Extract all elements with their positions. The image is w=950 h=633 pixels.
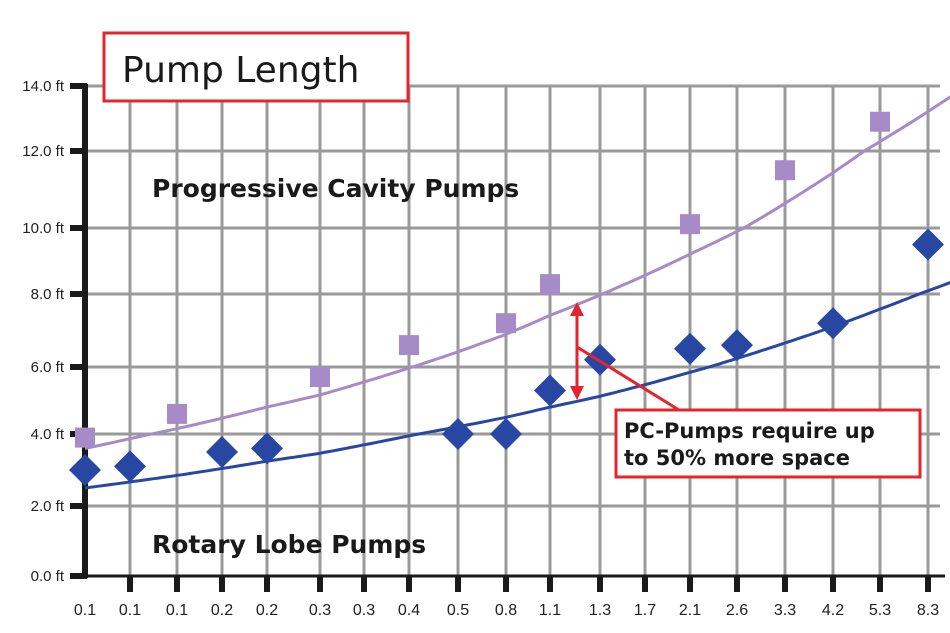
x-tick-label: 1.1 — [539, 602, 561, 619]
trend-line-progressive-cavity — [84, 95, 950, 450]
x-tick-label: 0.1 — [74, 602, 96, 619]
y-tick-label: 8.0 ft — [31, 286, 65, 303]
x-tick-label: 0.2 — [211, 602, 233, 619]
data-point-progressive-cavity — [310, 367, 330, 388]
x-tick-label: 2.1 — [679, 602, 701, 619]
grid — [85, 84, 940, 576]
data-point-rotary-lobe — [721, 329, 753, 362]
data-point-progressive-cavity — [870, 111, 890, 132]
x-tick-label: 5.3 — [869, 602, 891, 619]
data-point-progressive-cavity — [167, 403, 187, 424]
x-tick-label: 4.2 — [822, 602, 844, 619]
series-label-progressive-cavity: Progressive Cavity Pumps — [152, 174, 519, 203]
data-point-rotary-lobe — [534, 374, 566, 407]
y-tick-label: 14.0 ft — [22, 78, 65, 95]
x-tick-label: 1.3 — [589, 602, 611, 619]
y-tick-label: 6.0 ft — [31, 359, 65, 376]
series-label-rotary-lobe: Rotary Lobe Pumps — [152, 530, 426, 559]
arrow-down-icon — [570, 386, 584, 400]
data-point-progressive-cavity — [775, 160, 795, 181]
axes: 0.0 ft 2.0 ft 4.0 ft 6.0 ft 8.0 ft 10.0 ft 12.… — [22, 78, 945, 619]
y-tick-label: 2.0 ft — [31, 498, 65, 515]
x-tick-label: 3.3 — [774, 602, 796, 619]
data-point-rotary-lobe — [442, 418, 474, 450]
trend-line-rotary-lobe — [84, 281, 950, 490]
data-point-rotary-lobe — [490, 418, 522, 450]
x-tick-label: 0.4 — [398, 602, 420, 619]
chart-title: Pump Length — [122, 50, 359, 91]
annotation-line-1: PC-Pumps require up — [624, 419, 875, 443]
data-point-progressive-cavity — [496, 313, 516, 334]
annotation: PC-Pumps require up to 50% more space — [570, 302, 922, 479]
y-tick-label: 12.0 ft — [22, 143, 65, 160]
data-point-rotary-lobe — [69, 454, 101, 486]
chart-title-box: Pump Length — [102, 31, 410, 103]
x-tick-label: 1.7 — [634, 602, 656, 619]
x-tick-label: 2.6 — [726, 602, 748, 619]
x-tick-label: 0.1 — [119, 602, 141, 619]
y-tick-label: 4.0 ft — [31, 426, 65, 443]
x-tick-label: 0.2 — [256, 602, 278, 619]
data-point-progressive-cavity — [399, 335, 419, 356]
x-tick-label: 0.3 — [309, 602, 331, 619]
y-tick-label: 10.0 ft — [22, 220, 65, 237]
x-tick-label: 0.5 — [447, 602, 469, 619]
trend-lines — [84, 95, 950, 490]
data-point-rotary-lobe — [114, 450, 146, 483]
x-tick-label: 0.8 — [495, 602, 517, 619]
data-markers — [69, 111, 944, 486]
data-point-rotary-lobe — [206, 436, 238, 468]
data-point-rotary-lobe — [251, 432, 283, 465]
annotation-line-2: to 50% more space — [624, 446, 850, 470]
annotation-box — [614, 408, 922, 479]
x-tick-label: 8.3 — [917, 602, 939, 619]
x-tick-label: 0.3 — [353, 602, 375, 619]
arrow-up-icon — [570, 302, 584, 316]
data-point-rotary-lobe — [817, 307, 849, 340]
annotation-pointer-line — [576, 345, 680, 412]
x-tick-label: 0.1 — [166, 602, 188, 619]
data-point-progressive-cavity — [680, 214, 700, 235]
y-tick-label: 0.0 ft — [31, 568, 65, 585]
data-point-rotary-lobe — [912, 228, 944, 261]
data-point-rotary-lobe — [674, 332, 706, 365]
data-point-progressive-cavity — [540, 274, 560, 295]
data-point-progressive-cavity — [75, 427, 95, 448]
